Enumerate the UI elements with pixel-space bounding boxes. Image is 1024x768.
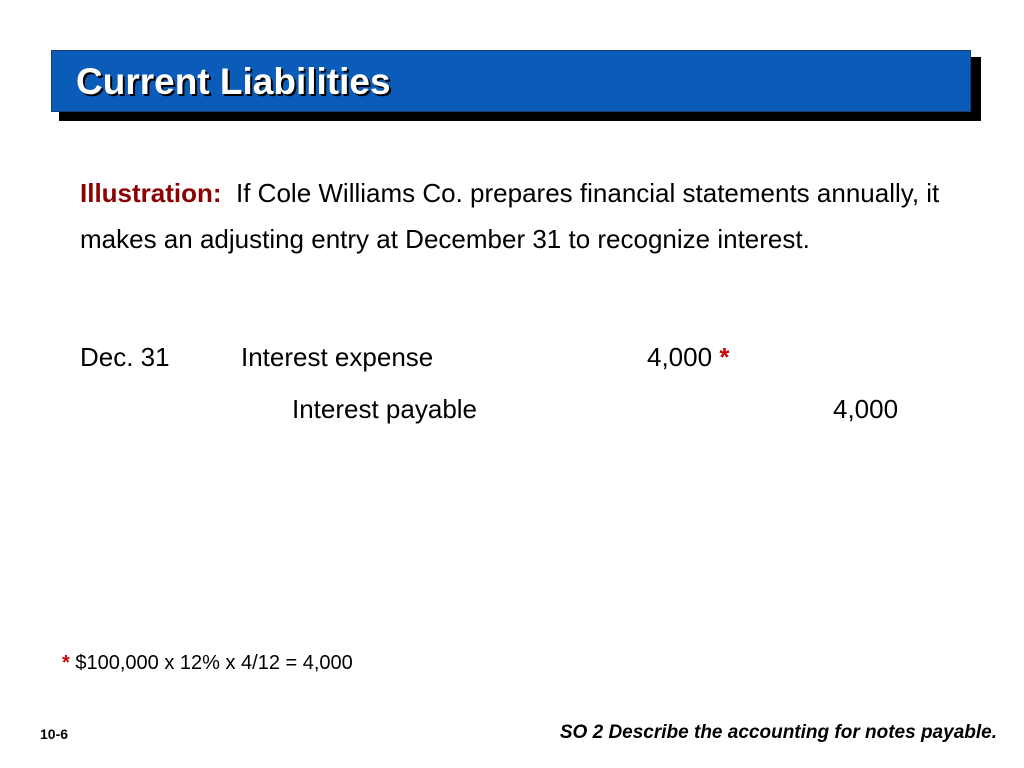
footnote-text: $100,000 x 12% x 4/12 = 4,000 — [75, 652, 353, 674]
debit-amount-cell: 4,000 * — [647, 342, 729, 373]
footnote-marker: * — [62, 652, 70, 674]
footnote: * $100,000 x 12% x 4/12 = 4,000 — [62, 652, 353, 675]
credit-account: Interest payable — [292, 394, 478, 424]
debit-account: Interest expense — [241, 342, 434, 372]
illustration-label: Illustration: — [80, 178, 222, 208]
illustration-paragraph: Illustration: If Cole Williams Co. prepa… — [80, 170, 980, 262]
debit-amount: 4,000 — [647, 342, 713, 372]
title-bar: Current Liabilities — [51, 50, 971, 112]
slide-title: Current Liabilities — [76, 61, 391, 102]
illustration-text: If Cole Williams Co. prepares financial … — [80, 178, 940, 254]
debit-footnote-marker: * — [719, 342, 730, 372]
journal-entry-date: Dec. 31 — [80, 342, 170, 372]
study-objective: SO 2 Describe the accounting for notes p… — [559, 722, 997, 743]
credit-amount: 4,000 — [833, 394, 899, 424]
slide-number: 10-6 — [40, 726, 69, 742]
